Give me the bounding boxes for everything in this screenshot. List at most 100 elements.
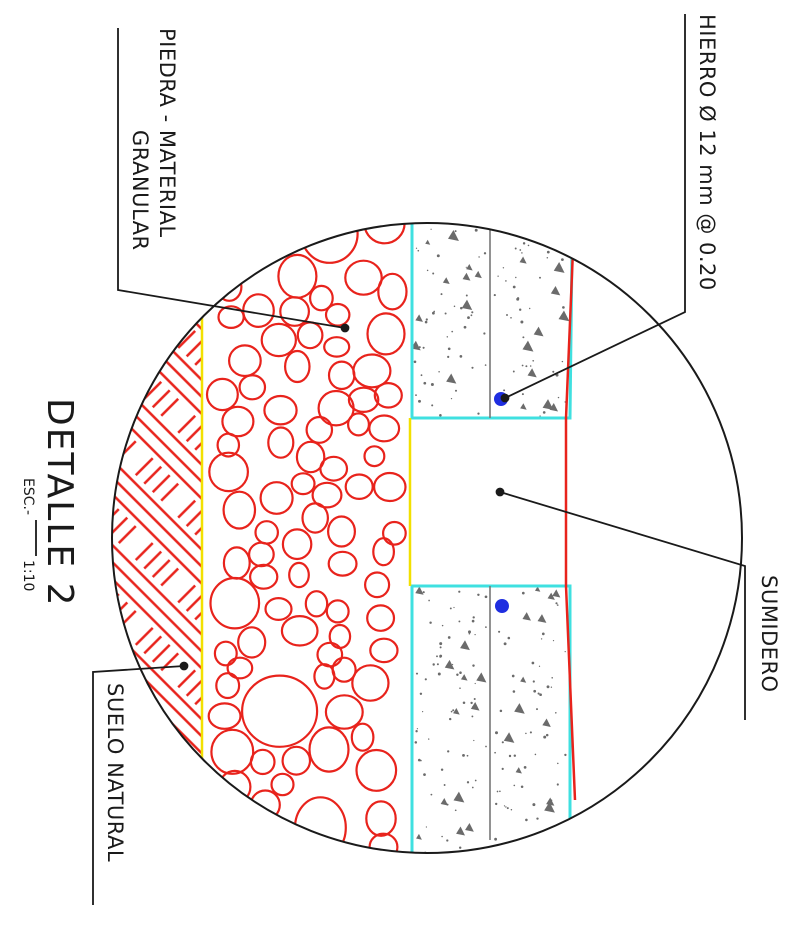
aggregate-dot xyxy=(415,219,417,221)
aggregate-dot xyxy=(495,731,498,735)
aggregate-dot xyxy=(422,711,424,713)
stone-particle xyxy=(368,832,399,853)
aggregate-dot xyxy=(497,275,499,277)
aggregate-chip xyxy=(448,230,459,241)
aggregate-dot xyxy=(538,665,541,667)
aggregate-chip xyxy=(546,797,555,806)
aggregate-dot xyxy=(522,227,524,230)
aggregate-dot xyxy=(472,664,475,667)
aggregate-dot xyxy=(519,249,522,251)
aggregate-dot xyxy=(506,807,509,810)
aggregate-dot xyxy=(550,799,553,802)
aggregate-dot xyxy=(420,859,422,861)
label-drain: SUMIDERO xyxy=(757,575,781,693)
stone-particle xyxy=(242,293,275,329)
aggregate-dot xyxy=(557,396,560,399)
aggregate-dot xyxy=(432,311,435,315)
aggregate-dot xyxy=(521,252,523,254)
stone-particle xyxy=(327,360,356,391)
aggregate-chip xyxy=(442,277,450,285)
aggregate-dot xyxy=(536,817,539,820)
stone-particle xyxy=(328,623,352,650)
aggregate-dot xyxy=(471,619,475,623)
aggregate-dot xyxy=(474,633,476,636)
aggregate-chip xyxy=(460,674,468,681)
aggregate-chip xyxy=(444,659,455,670)
aggregate-chip xyxy=(553,262,565,273)
aggregate-dot xyxy=(467,316,470,319)
aggregate-dot xyxy=(429,621,432,624)
stone-particle xyxy=(300,223,359,264)
detail-circle xyxy=(111,222,743,854)
aggregate-dot xyxy=(525,732,527,735)
aggregate-chip xyxy=(500,870,509,879)
stone-particle xyxy=(344,473,374,500)
aggregate-dot xyxy=(478,256,480,258)
stone-particle xyxy=(368,414,401,443)
aggregate-dot xyxy=(512,370,515,373)
aggregate-dot xyxy=(423,773,426,776)
aggregate-dot xyxy=(430,793,433,796)
stone-particle xyxy=(351,664,390,702)
aggregate-chip xyxy=(460,640,470,651)
stone-particle xyxy=(323,336,351,358)
aggregate-dot xyxy=(423,381,427,385)
aggregate-dot xyxy=(483,332,486,335)
stone-particle xyxy=(281,745,312,776)
stone-particle xyxy=(270,772,295,797)
aggregate-dot xyxy=(471,786,474,789)
aggregate-dot xyxy=(415,394,417,397)
stone-particle xyxy=(237,626,267,659)
stone-particle xyxy=(372,537,396,567)
slab-outlines xyxy=(200,223,577,853)
aggregate-dot xyxy=(532,803,536,807)
aggregate-dot xyxy=(562,306,565,309)
aggregate-dot xyxy=(551,677,553,679)
aggregate-chip xyxy=(547,592,555,600)
aggregate-dot xyxy=(450,710,453,713)
stone-particle xyxy=(263,394,298,426)
aggregate-dot xyxy=(424,320,428,324)
aggregate-dot xyxy=(510,809,513,811)
aggregate-dot xyxy=(425,318,428,321)
aggregate-dot xyxy=(505,280,507,282)
aggregate-dot xyxy=(432,272,435,275)
aggregate-dot xyxy=(552,640,555,642)
stone-particle xyxy=(254,520,280,545)
aggregate-dot xyxy=(417,249,420,252)
aggregate-dot xyxy=(503,389,506,392)
aggregate-dot xyxy=(545,733,549,737)
aggregate-dot xyxy=(549,238,552,241)
aggregate-dot xyxy=(499,790,501,793)
aggregate-dot xyxy=(451,663,454,666)
aggregate-dot xyxy=(470,314,473,317)
aggregate-chip xyxy=(440,798,449,806)
aggregate-dot xyxy=(465,266,467,268)
aggregate-dot xyxy=(453,606,455,609)
aggregate-dot xyxy=(506,866,507,867)
stone-particle xyxy=(263,223,287,229)
aggregate-chip xyxy=(544,801,555,813)
stone-particle xyxy=(205,377,239,412)
aggregate-dot xyxy=(458,590,461,593)
aggregate-dot xyxy=(521,364,524,367)
stone-particle xyxy=(288,561,310,589)
aggregate-dot xyxy=(546,685,550,689)
aggregate-dot xyxy=(515,276,517,279)
stone-particle xyxy=(241,674,319,748)
stone-particle xyxy=(365,800,397,837)
aggregate-dot xyxy=(470,701,473,705)
stone-particle xyxy=(324,302,351,327)
aggregate-dot xyxy=(422,346,425,349)
label-stone-line1: PIEDRA - MATERIAL xyxy=(155,28,179,238)
aggregate-dot xyxy=(443,784,446,786)
stone-particle xyxy=(283,349,311,384)
aggregate-dot xyxy=(508,754,512,758)
stone-particle xyxy=(377,272,408,311)
stone-particle xyxy=(363,445,386,468)
aggregate-dot xyxy=(430,228,432,230)
leader-rebar-dot xyxy=(500,393,510,403)
aggregate-dot xyxy=(501,741,504,744)
aggregate-dot xyxy=(450,397,453,400)
aggregate-chip xyxy=(470,702,480,711)
